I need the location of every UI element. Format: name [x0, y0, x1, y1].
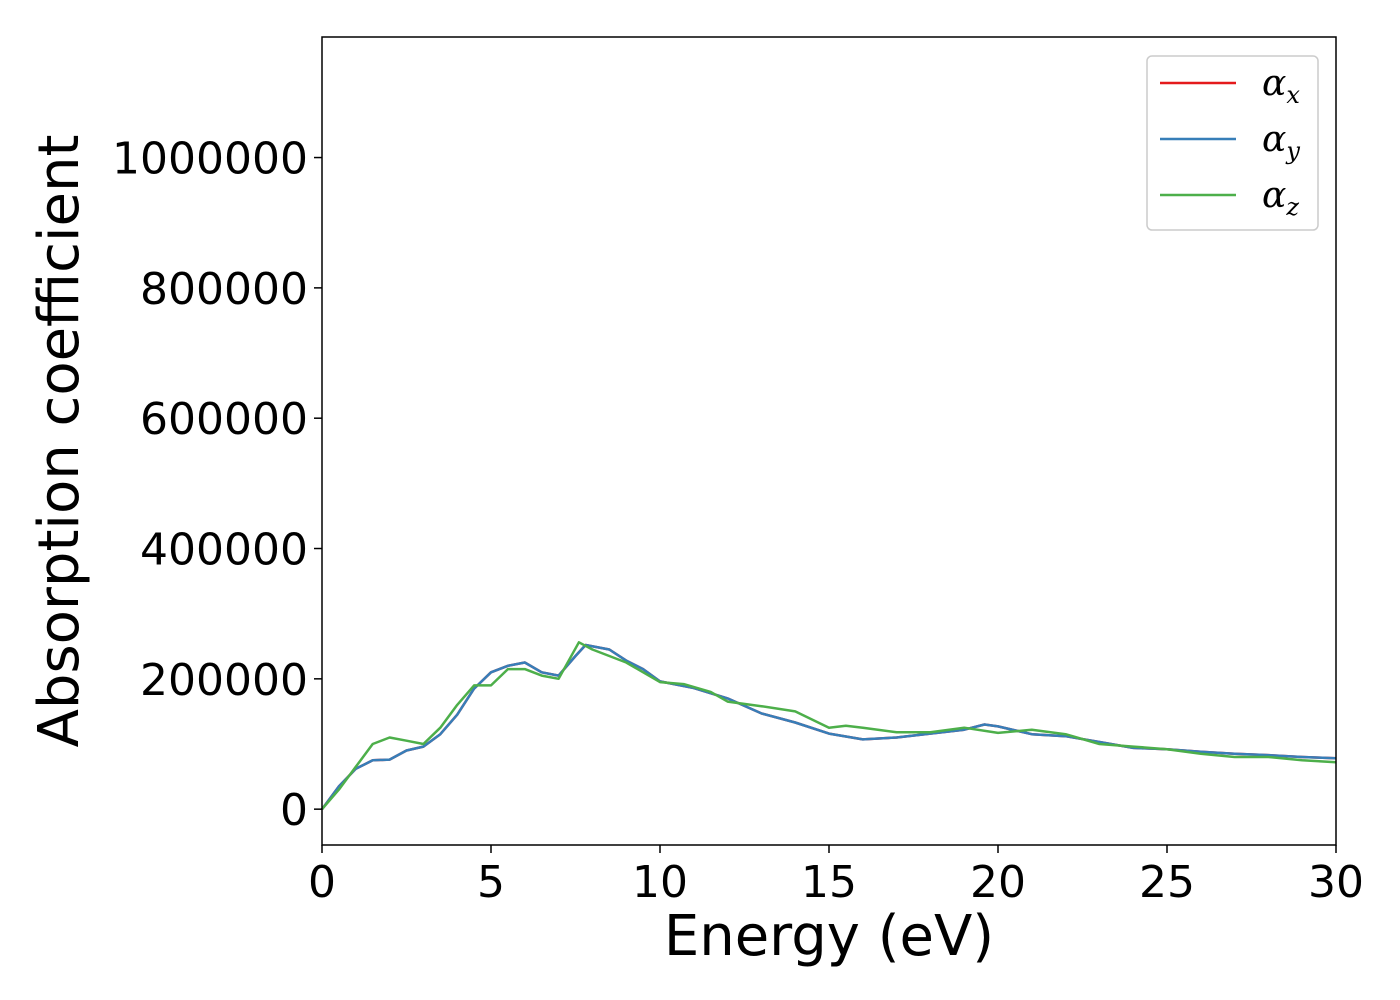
- y-axis-title: Absorption coefficient: [27, 135, 92, 748]
- y-tick-label: 200000: [140, 655, 308, 706]
- y-tick-label: 800000: [140, 264, 308, 315]
- x-tick-label: 0: [308, 857, 336, 908]
- x-tick-label: 5: [477, 857, 505, 908]
- legend-label-x: αx: [1262, 63, 1300, 109]
- x-tick-label: 15: [801, 857, 857, 908]
- y-tick-label: 1000000: [112, 134, 308, 185]
- y-axis: 0 200000 400000 600000 800000 1000000: [112, 134, 322, 836]
- legend-box: [1146, 55, 1319, 231]
- x-tick-label: 10: [632, 857, 688, 908]
- y-tick-label: 400000: [140, 525, 308, 576]
- x-tick-label: 25: [1139, 857, 1195, 908]
- series-lines: [320, 641, 1337, 811]
- y-tick-label: 600000: [140, 394, 308, 445]
- y-tick-label: 0: [280, 785, 308, 836]
- x-tick-label: 30: [1308, 857, 1364, 908]
- x-tick-label: 20: [970, 857, 1026, 908]
- x-axis: 0 5 10 15 20 25 30: [308, 845, 1364, 908]
- x-axis-title: Energy (eV): [664, 904, 994, 969]
- series-line-z: [321, 641, 1337, 811]
- legend-label-y: αy: [1262, 119, 1300, 165]
